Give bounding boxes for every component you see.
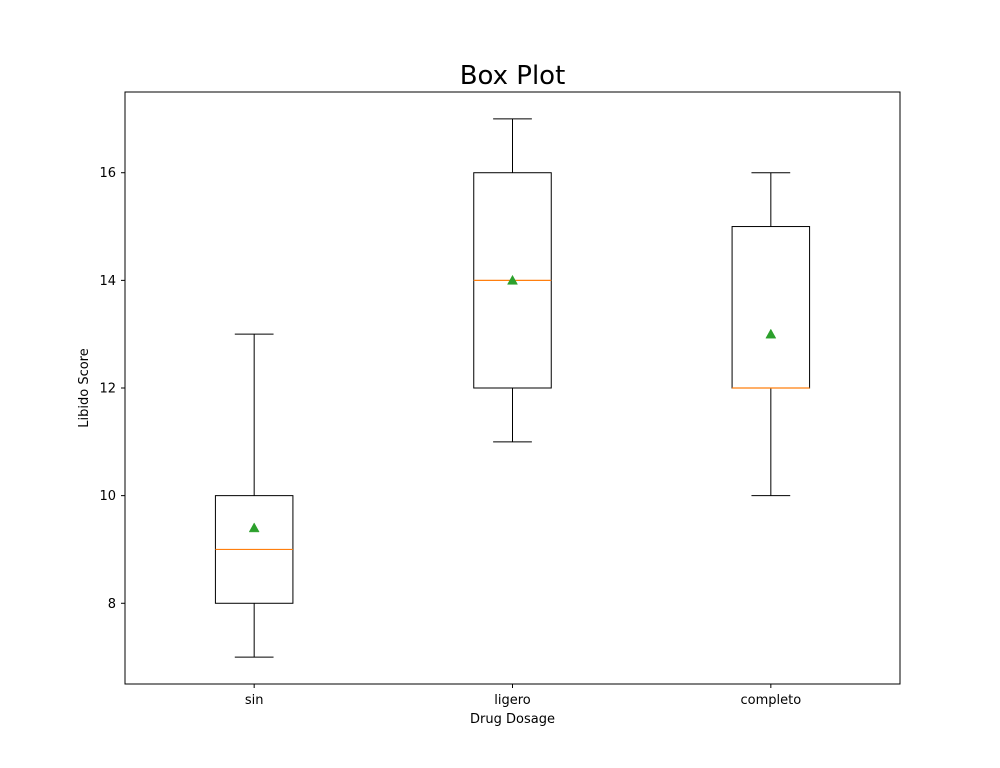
chart-title: Box Plot [460,61,566,91]
mean-marker [507,274,518,285]
y-axis-ticks: 8 10 12 14 16 [99,166,125,612]
x-tick-label: completo [740,693,801,708]
y-tick-label: 10 [99,489,116,504]
box-completo [731,172,811,497]
x-axis-label: Drug Dosage [470,712,555,727]
box-sin [214,333,294,658]
iqr-box [731,226,811,389]
box-series [214,118,811,658]
mean-marker [248,522,260,533]
y-tick-label: 14 [99,274,116,289]
mean-marker [765,328,777,339]
y-tick-label: 12 [99,382,116,397]
y-axis-label: Libido Score [77,348,92,427]
y-tick-label: 8 [108,597,116,612]
x-axis-ticks: sin ligero completo [245,684,801,708]
x-tick-label: ligero [494,693,531,708]
y-tick-label: 16 [99,166,116,181]
box-ligero [473,118,552,443]
x-tick-label: sin [245,693,264,708]
